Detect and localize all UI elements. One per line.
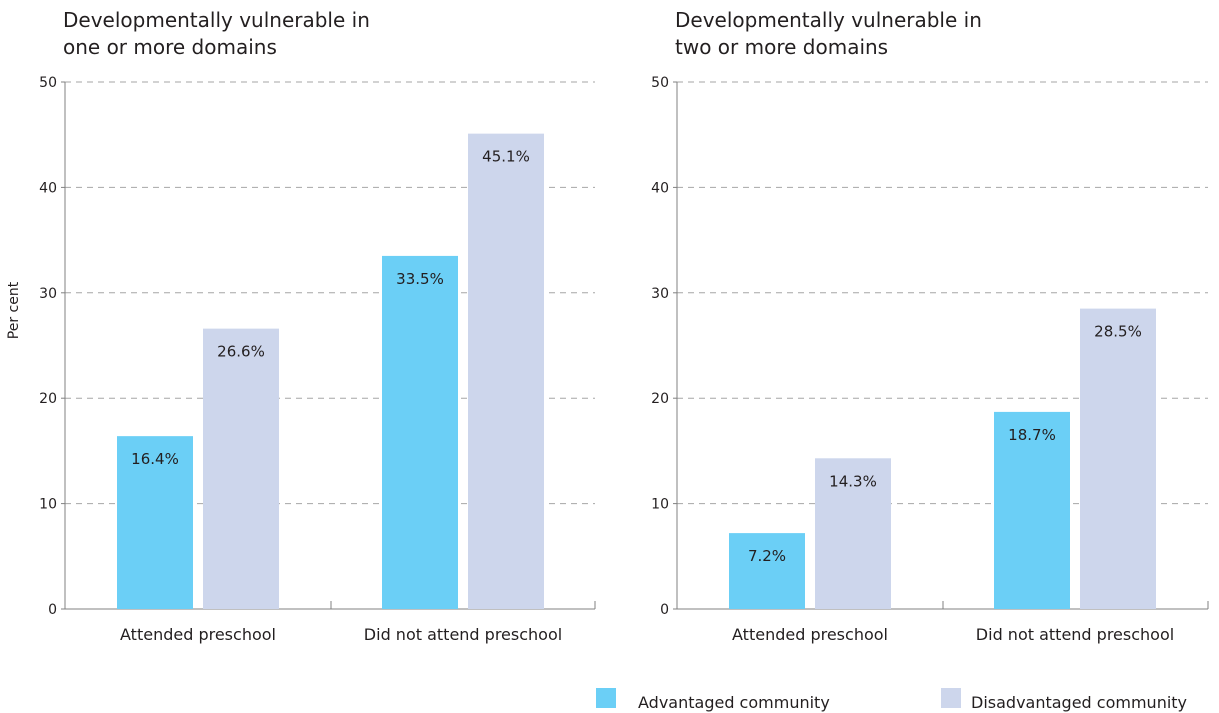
bar-disadvantaged: [1080, 308, 1156, 609]
y-tick-label: 0: [660, 602, 669, 618]
chart-title-line: two or more domains: [675, 35, 888, 59]
bar-disadvantaged: [815, 458, 891, 609]
bar-value-label: 14.3%: [829, 472, 877, 490]
bar-value-label: 33.5%: [396, 270, 444, 288]
bar-value-label: 7.2%: [748, 547, 786, 565]
bar-value-label: 45.1%: [482, 148, 530, 166]
bar-advantaged: [994, 411, 1070, 609]
y-axis-label: Per cent: [6, 281, 22, 339]
y-tick-label: 50: [651, 75, 669, 91]
y-tick-label: 40: [651, 180, 669, 196]
legend-label: Disadvantaged community: [971, 693, 1187, 712]
y-tick-label: 0: [48, 602, 57, 618]
chart-title-line: Developmentally vulnerable in: [63, 8, 370, 32]
y-tick-label: 20: [651, 391, 669, 407]
y-tick-label: 20: [39, 391, 57, 407]
bar-advantaged: [729, 533, 805, 609]
bar-advantaged: [382, 255, 458, 609]
bar-value-label: 28.5%: [1094, 323, 1142, 341]
bar-value-label: 26.6%: [217, 343, 265, 361]
y-tick-label: 50: [39, 75, 57, 91]
chart-panel-1: Developmentally vulnerable in one or more…: [6, 8, 596, 644]
chart-panel-2: Developmentally vulnerable in two or more…: [651, 8, 1209, 644]
legend-label: Advantaged community: [638, 693, 830, 712]
bar-value-label: 16.4%: [131, 450, 179, 468]
chart-title-line: Developmentally vulnerable in: [675, 8, 982, 32]
x-category-label: Attended preschool: [732, 625, 888, 644]
bar-disadvantaged: [468, 133, 544, 609]
x-category-label: Attended preschool: [120, 625, 276, 644]
x-category-label: Did not attend preschool: [364, 625, 562, 644]
y-tick-label: 30: [651, 286, 669, 302]
bar-disadvantaged: [203, 328, 279, 609]
y-tick-label: 30: [39, 286, 57, 302]
y-tick-label: 40: [39, 180, 57, 196]
chart-title-line: one or more domains: [63, 35, 277, 59]
legend-swatch: [941, 688, 961, 708]
bar-advantaged: [117, 436, 193, 609]
y-tick-label: 10: [651, 497, 669, 513]
x-category-label: Did not attend preschool: [976, 625, 1174, 644]
legend-swatch: [596, 688, 616, 708]
bar-value-label: 18.7%: [1008, 426, 1056, 444]
y-tick-label: 10: [39, 497, 57, 513]
legend: Advantaged community Disadvantaged commun…: [596, 688, 1187, 712]
